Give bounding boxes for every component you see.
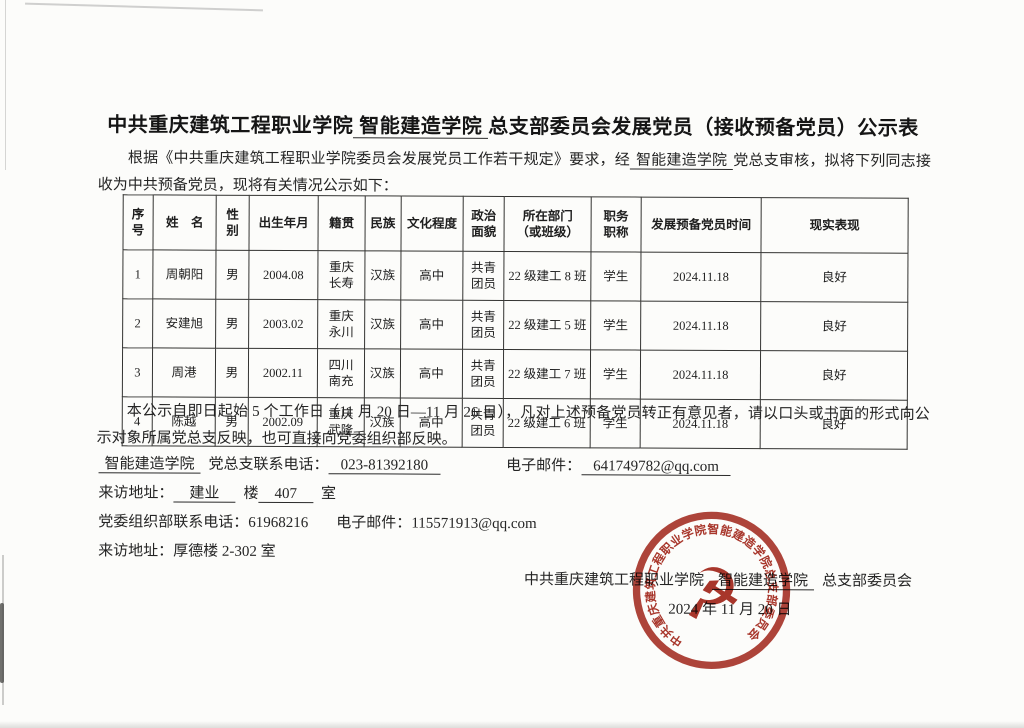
table-cell: 22 级建工 8 班	[504, 251, 591, 301]
column-header: 性 别	[216, 195, 249, 251]
table-cell: 共青 团员	[462, 349, 505, 399]
title-prefix: 中共重庆建筑工程职业学院	[107, 114, 354, 138]
table-cell: 高中	[400, 300, 463, 350]
party-committee-seal: 中共重庆建筑工程职业学院智能建造学院总支部委员会 ☭	[622, 501, 801, 680]
table-row: 2 安建旭男 2003.02 重庆 永川 汉族 高中 共青 团员 22 级建工 5 班学生 20…	[122, 298, 908, 352]
table-cell: 2024.11.18	[640, 301, 761, 351]
closing-paragraph: 本公示自即日起始 5 个工作日（11 月 20 日—11 月 26 日），凡对上…	[96, 403, 930, 448]
table-cell: 共青 团员	[462, 251, 505, 301]
column-header: 序 号	[122, 194, 154, 250]
table-header-row: 序 号姓 名性 别出生年月 籍贯 民族 文化程度 政治 面貌 所在部门 （或班级） 职务 职…	[122, 194, 909, 254]
branch-email-value: 641749782@qq.com	[581, 458, 732, 476]
table-cell: 周港	[152, 347, 216, 398]
title-suffix: 总支部委员会发展党员（接收预备党员）公示表	[488, 115, 919, 140]
table-row: 1 周朝阳男 2004.08 重庆 长寿 汉族 高中 共青 团员 22 级建工 8 班学生 20…	[122, 249, 908, 303]
table-cell: 良好	[760, 350, 908, 401]
org-phone-label: 党委组织部联系电话：	[98, 514, 249, 531]
visit-room-suffix: 室	[320, 486, 337, 503]
table-cell: 高中	[400, 349, 463, 399]
column-header: 现实表现	[761, 197, 909, 254]
seal-ring	[632, 511, 791, 670]
column-header: 民族	[364, 195, 402, 252]
visit-room-value: 407	[258, 485, 314, 504]
visit-label: 来访地址：	[98, 485, 174, 502]
contact-line-branch: 智能建造学院 党总支联系电话： 023-81392180 电子邮件： 641749782…	[98, 452, 732, 476]
table-row: 3 周港男 2002.11 四川 南充 汉族 高中 共青 团员 22 级建工 7 班学生 202…	[122, 347, 908, 401]
column-header: 所在部门 （或班级）	[504, 196, 592, 252]
column-header: 发展预备党员时间	[641, 197, 762, 253]
table-cell: 男	[216, 250, 249, 300]
signature-suffix: 总支部委员会	[822, 573, 913, 590]
table-cell: 1	[122, 249, 153, 299]
branch-phone-label: 党总支联系电话：	[208, 456, 329, 474]
table-cell: 四川 南充	[317, 348, 365, 398]
visit-building-suffix: 楼	[243, 485, 259, 502]
table-cell: 学生	[590, 349, 641, 400]
table-cell: 2003.02	[248, 299, 319, 349]
title-college-underlined: 智能建造学院	[353, 115, 489, 139]
table-cell: 学生	[590, 300, 641, 351]
table-cell: 汉族	[364, 348, 401, 399]
branch-phone-value: 023-81392180	[328, 457, 441, 475]
table-cell: 共青 团员	[462, 300, 505, 350]
table-cell: 2024.11.18	[640, 252, 762, 302]
table-cell: 高中	[400, 251, 463, 301]
intro-text: 根据《中共重庆建筑工程职业学院委员会发展党员工作若干规定》要求，经	[127, 150, 631, 169]
contact-line-visit-address: 来访地址： 建业楼 407 室	[98, 481, 337, 504]
column-header: 职务 职称	[590, 196, 642, 253]
table-cell: 2024.11.18	[640, 350, 761, 400]
table-cell: 安建旭	[152, 298, 217, 349]
org-phone-value: 61968216	[248, 514, 309, 532]
table-cell: 3	[122, 347, 153, 397]
table-cell: 男	[215, 299, 249, 349]
column-header: 出生年月	[248, 195, 319, 251]
column-header: 政治 面貌	[462, 196, 505, 252]
table-cell: 2	[122, 298, 153, 348]
table-cell: 汉族	[364, 250, 401, 301]
contact-college-underlined: 智能建造学院	[98, 456, 201, 474]
table-cell: 重庆 长寿	[318, 250, 365, 300]
table-cell: 2002.11	[247, 348, 319, 398]
table-cell: 良好	[760, 252, 908, 303]
visit-building-value: 建业	[173, 485, 236, 503]
table-cell: 汉族	[364, 299, 401, 350]
intro-college-underlined: 智能建造学院	[629, 152, 734, 170]
table-cell: 22 级建工 5 班	[504, 300, 591, 350]
table-cell: 重庆 永川	[318, 299, 365, 349]
contact-line-org-dept: 党委组织部联系电话：61968216 电子邮件：115571913@qq.com	[98, 510, 536, 533]
table-cell: 良好	[760, 301, 908, 352]
page-title: 中共重庆建筑工程职业学院 智能建造学院 总支部委员会发展党员（接收预备党员）公示表	[1, 108, 1024, 141]
hammer-sickle-icon: ☭	[677, 551, 746, 637]
table-cell: 周朝阳	[152, 249, 217, 300]
table-cell: 学生	[590, 251, 642, 302]
org-email-value: 115571913@qq.com	[411, 515, 537, 533]
column-header: 姓 名	[152, 194, 217, 251]
table-cell: 22 级建工 7 班	[503, 349, 591, 399]
table-cell: 男	[215, 348, 249, 398]
email-label: 电子邮件：	[506, 457, 582, 475]
column-header: 籍贯	[318, 195, 365, 251]
column-header: 文化程度	[400, 196, 464, 252]
contact-line-org-address: 来访地址：厚德楼 2-302 室	[98, 543, 276, 560]
table-cell: 2004.08	[248, 250, 319, 300]
email-label: 电子邮件：	[336, 515, 412, 532]
